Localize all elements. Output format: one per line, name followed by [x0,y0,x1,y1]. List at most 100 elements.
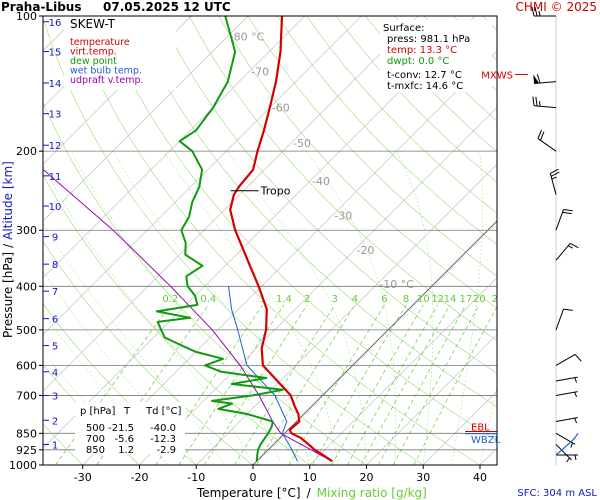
altitude-tick-label: 16 [49,18,62,29]
table-cell: 850 [86,445,105,456]
legend-entry: virt.temp. [70,47,117,58]
isotherm-line [43,16,135,108]
surface-value: press: 981.1 hPa [387,34,470,45]
wind-barb-staff [555,432,576,445]
altitude-tick-label: 8 [52,260,58,271]
wind-barb-half-flag [551,176,557,180]
table-header: Td [°C] [145,406,182,417]
pressure-tick-label: 850 [16,427,37,440]
temperature-tick-label: -20 [130,471,148,484]
surface-conv-value: t-mxfc: 14.6 °C [387,81,463,92]
wind-barb-half-flag [574,454,577,461]
altitude-tick-label: 14 [49,79,62,90]
wind-barb-staff [555,376,578,382]
isotherm-line [43,16,249,222]
altitude-tick-label: 11 [49,172,62,183]
wind-barb [555,391,578,398]
pressure-tick-label: 600 [16,359,37,372]
temperature-tick-label: -30 [74,471,92,484]
wind-barb-half-flag [538,10,541,17]
wind-barb-staff [555,391,578,396]
wind-barb-half-flag [574,391,578,398]
legend-entry: udpraft v.temp. [70,75,144,86]
pressure-tick-label: 200 [16,145,37,158]
wind-barb-half-flag [570,442,573,448]
parcel-curve [43,168,333,462]
x-axis-label-temperature: Temperature [°C] [196,486,301,500]
wind-barb [555,242,579,261]
isotherm-line [366,334,497,465]
temperature-tick-label: 10 [303,471,317,484]
isotherm-line [196,163,497,465]
mixing-ratio-line [378,304,467,465]
altitude-tick-label: 6 [52,315,58,326]
temperature-curve [229,16,333,463]
moist-adiabat-line [306,151,396,465]
altitude-tick-label: 15 [49,48,62,59]
table-cell: 500 [86,423,105,434]
plot-frame [42,15,498,466]
moist-adiabat-line [163,151,339,465]
mixing-ratio-line [347,304,439,465]
mixing-ratio-label: 8 [403,294,409,305]
wind-barb-staff [555,209,564,231]
altitude-tick-label: 13 [49,110,62,121]
pressure-tick-label: 1000 [9,459,37,472]
wind-barb-flag [532,96,535,106]
surface-value: temp: 13.3 °C [387,45,457,56]
wind-barb-half-flag [574,377,578,383]
wind-barb [555,417,578,424]
chart-datetime: 07.05.2025 12 UTC [103,0,231,14]
y-axis-label-altitude: Altitude [km] [1,161,15,240]
isotherm-label: -40 [312,175,330,188]
wind-barb-staff [534,81,557,85]
mixing-ratio-label: 4 [352,294,358,305]
isotherm-line [43,16,362,335]
mixing-ratio-line [360,304,451,465]
altitude-tick-label: 3 [52,391,58,402]
mixing-ratio-line [288,304,385,465]
table-cell: -21.5 [108,423,134,434]
wind-barb-half-flag [539,101,541,107]
x-axis-label-separator: / [307,486,312,500]
table-cell: -40.0 [150,423,176,434]
wind-barb [537,129,557,152]
mixing-ratio-label: 12 [431,294,444,305]
moist-adiabat-line [396,151,434,465]
mixing-ratio-label: 25 [492,294,505,305]
table-cell: -2.9 [156,445,176,456]
table-cell: 1.2 [118,445,134,456]
surface-title: Surface: [383,23,424,34]
mixing-ratio-label: 2 [304,294,310,305]
sfc-label: SFC: 304 m ASL [517,488,597,499]
mixing-ratio-label: 3 [331,294,337,305]
wind-barb [532,96,557,109]
mixing-ratio-label: 14 [444,294,457,305]
chart-title: Praha-Libus [1,0,81,14]
wind-barb-flag [563,308,573,311]
wind-barb [555,209,573,231]
wbzl-label: WBZL [471,435,501,446]
wet-bulb-curve [228,286,299,462]
mixing-ratio-line [203,304,308,465]
table-header: T [123,406,131,417]
mixing-ratio-line [178,304,285,465]
y-axis-label-separator: / [1,243,15,248]
table-header: p [hPa] [80,406,115,417]
legend-entry: temperature [70,37,130,48]
wind-barb [533,74,557,85]
pressure-tick-label: 700 [16,389,37,402]
dry-adiabat-line [188,16,497,341]
mixing-ratio-line [55,304,171,465]
mixing-ratio-line [331,304,424,465]
altitude-tick-label: 10 [49,202,62,213]
low-level-wind-trace [555,432,579,456]
dry-adiabat-line [159,16,497,374]
wind-barb-flag [535,96,538,107]
mixing-ratio-label: 6 [381,294,387,305]
temperature-tick-label: -10 [187,471,205,484]
dry-adiabat-line [277,16,497,245]
temperature-tick-label: 30 [416,471,430,484]
isotherm-line [43,16,192,165]
wind-barb-staff [537,138,557,152]
